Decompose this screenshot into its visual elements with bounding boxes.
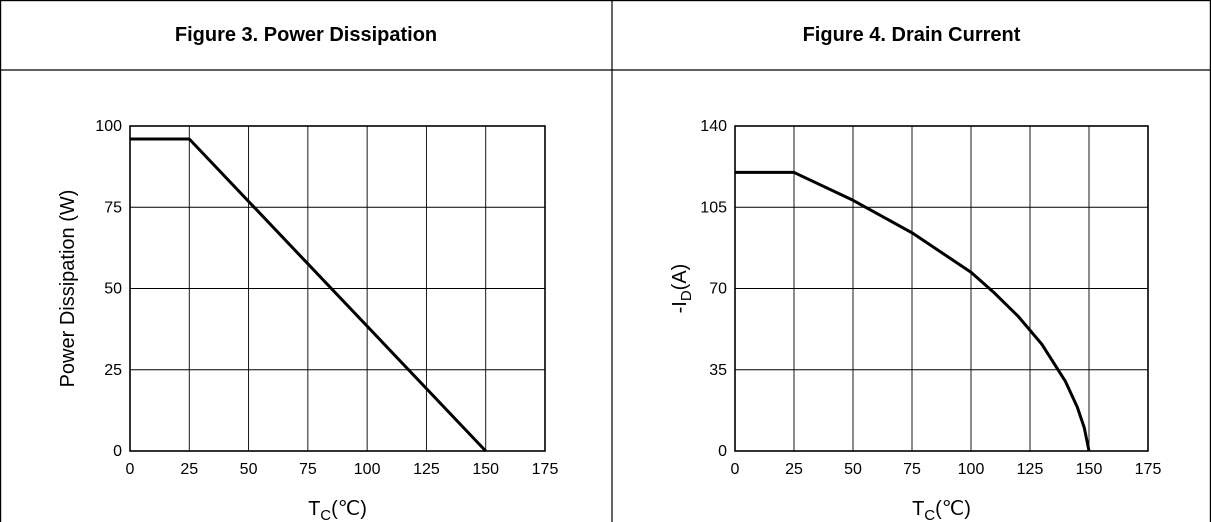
x-tick-label: 175 [532, 461, 559, 478]
y-tick-label: 0 [113, 443, 122, 460]
y-tick-label: 25 [104, 362, 122, 379]
x-tick-label: 50 [240, 461, 258, 478]
figure-4-title: Figure 4. Drain Current [802, 23, 1021, 46]
drain-current-chart: 0 25 50 75 100 125 150 175 0 35 70 105 140 TC(℃) -ID(A… [669, 118, 1161, 522]
x-tick-label: 150 [472, 461, 499, 478]
y-tick-label: 70 [709, 281, 727, 298]
x-tick-label: 25 [180, 461, 198, 478]
x-tick-label: 75 [299, 461, 317, 478]
y-tick-label: 35 [709, 362, 727, 379]
x-axis-label: TC(℃) [912, 498, 971, 522]
x-tick-label: 0 [126, 461, 135, 478]
x-tick-label: 125 [1017, 461, 1044, 478]
y-axis-label: -ID(A) [669, 264, 695, 314]
figure-3-title: Figure 3. Power Dissipation [174, 23, 438, 46]
power-dissipation-chart: 0 25 50 75 100 125 150 175 0 25 50 75 100 TC(℃) Power … [57, 118, 558, 522]
y-tick-label: 140 [700, 118, 727, 135]
y-tick-label: 100 [95, 118, 122, 135]
plot-frame [734, 125, 1149, 452]
x-tick-label: 75 [903, 461, 921, 478]
x-axis-label: TC(℃) [308, 498, 367, 522]
x-tick-label: 150 [1076, 461, 1103, 478]
x-tick-label: 125 [413, 461, 440, 478]
x-tick-label: 175 [1135, 461, 1162, 478]
x-tick-label: 0 [731, 461, 740, 478]
y-tick-label: 105 [700, 199, 727, 216]
series-line [735, 170, 1091, 452]
x-tick-label: 25 [785, 461, 803, 478]
x-tick-label: 50 [844, 461, 862, 478]
series-line [130, 137, 487, 453]
y-tick-label: 75 [104, 199, 122, 216]
x-tick-label: 100 [354, 461, 381, 478]
y-tick-label: 0 [718, 443, 727, 460]
plot-frame [129, 125, 546, 452]
y-tick-label: 50 [104, 281, 122, 298]
y-axis-label: Power Dissipation (W) [57, 190, 79, 388]
x-tick-label: 100 [958, 461, 985, 478]
